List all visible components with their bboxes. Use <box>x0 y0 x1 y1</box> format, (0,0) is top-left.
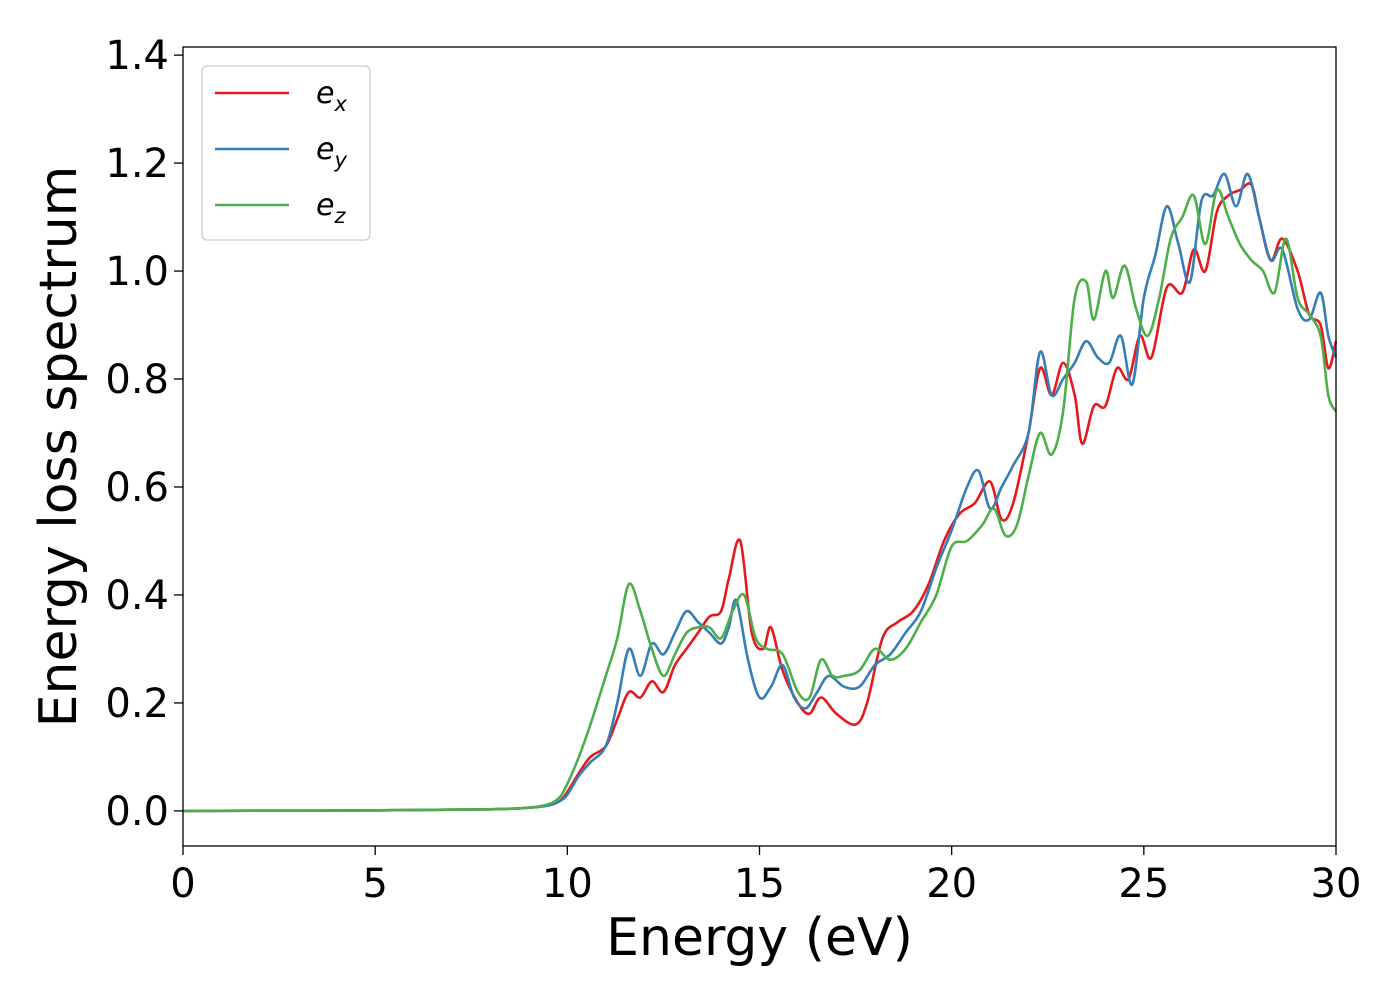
y-tick-label: 1.2 <box>105 141 169 187</box>
y-tick-label: 0.2 <box>105 681 169 727</box>
y-tick-label: 0.6 <box>105 465 169 511</box>
series-layer <box>182 172 1338 813</box>
y-tick-label: 1.0 <box>105 249 169 295</box>
plot-area <box>183 47 1336 846</box>
x-tick-label: 5 <box>362 861 387 907</box>
y-tick-label: 1.4 <box>105 33 169 79</box>
series-line-ex <box>182 182 1338 813</box>
series-line-ey <box>182 172 1338 813</box>
x-axis-title: Energy (eV) <box>606 908 913 968</box>
y-tick-label: 0.0 <box>105 789 169 835</box>
y-tick-label: 0.8 <box>105 357 169 403</box>
x-tick-label: 15 <box>734 861 785 907</box>
tick-layer: 0 5 10 15 20 25 30 0.0 0.2 0.4 0.6 0.8 1.0 1.2 1.4 <box>105 33 1361 907</box>
legend-box <box>201 65 371 241</box>
x-tick-label: 25 <box>1118 861 1169 907</box>
y-tick-label: 0.4 <box>105 573 169 619</box>
series-line-ez <box>182 188 1338 813</box>
x-tick-label: 30 <box>1311 861 1362 907</box>
x-tick-label: 0 <box>170 861 195 907</box>
y-axis-title: Energy loss spectrum <box>29 166 89 728</box>
x-tick-label: 10 <box>542 861 593 907</box>
x-tick-label: 20 <box>926 861 977 907</box>
